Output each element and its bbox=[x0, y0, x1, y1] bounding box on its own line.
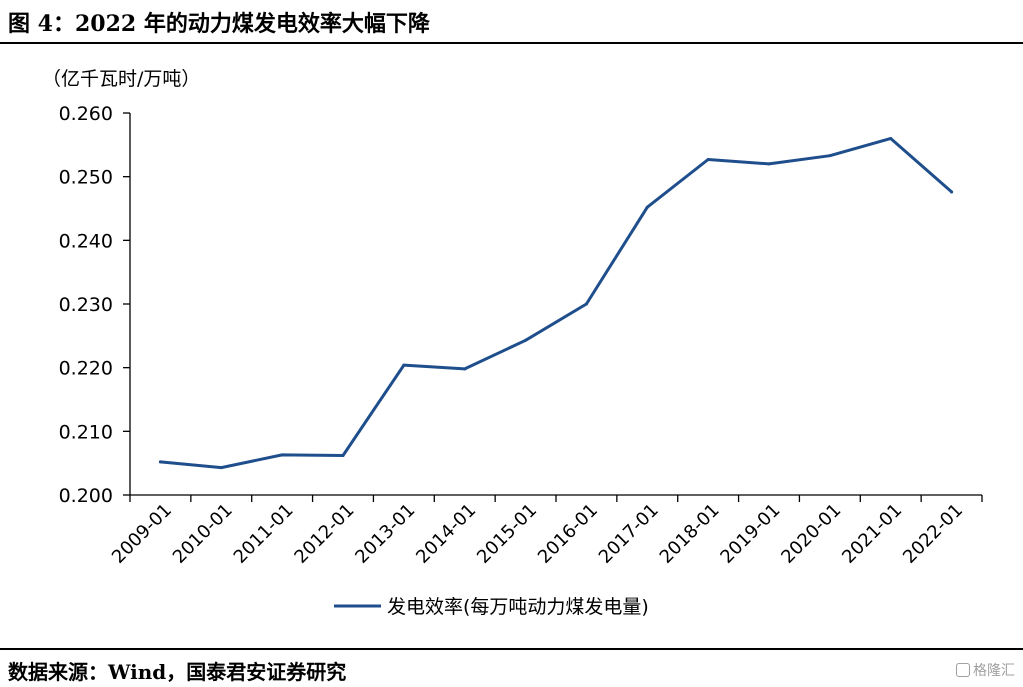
x-tick-label: 2012-01 bbox=[290, 500, 358, 568]
x-tick-label: 2017-01 bbox=[595, 500, 663, 568]
x-tick-label: 2021-01 bbox=[838, 500, 906, 568]
x-axis: 2009-012010-012011-012012-012013-012014-… bbox=[108, 494, 983, 568]
y-tick-label: 0.200 bbox=[59, 485, 113, 507]
x-tick-label: 2015-01 bbox=[473, 500, 541, 568]
series-line bbox=[158, 137, 954, 470]
data-point bbox=[584, 302, 588, 306]
x-tick-label: 2019-01 bbox=[716, 500, 784, 568]
x-tick-label: 2011-01 bbox=[230, 500, 298, 568]
data-point bbox=[889, 136, 893, 140]
footer-divider bbox=[0, 648, 1023, 650]
data-point bbox=[463, 367, 467, 371]
watermark: 格隆汇 bbox=[956, 660, 1015, 680]
data-point bbox=[950, 190, 954, 194]
x-tick-label: 2009-01 bbox=[108, 500, 176, 568]
y-axis: 0.200 0.210 0.220 0.230 0.240 0.250 0.260 bbox=[59, 103, 131, 507]
legend-label: 发电效率(每万吨动力煤发电量) bbox=[387, 596, 649, 618]
y-tick-label: 0.240 bbox=[59, 230, 113, 252]
x-tick-label: 2014-01 bbox=[412, 500, 480, 568]
data-point bbox=[706, 157, 710, 161]
y-tick-label: 0.250 bbox=[59, 167, 113, 189]
y-tick-label: 0.210 bbox=[59, 421, 113, 443]
y-tick-label: 0.220 bbox=[59, 358, 113, 380]
legend: 发电效率(每万吨动力煤发电量) bbox=[334, 596, 649, 618]
watermark-text: 格隆汇 bbox=[973, 663, 1015, 679]
x-tick-label: 2018-01 bbox=[656, 500, 724, 568]
data-point bbox=[158, 460, 162, 464]
y-axis-unit-label: （亿千瓦时/万吨） bbox=[42, 68, 201, 90]
figure-header: 图 4：2022 年的动力煤发电效率大幅下降 bbox=[0, 0, 1023, 44]
data-point bbox=[280, 453, 284, 457]
data-point bbox=[341, 454, 345, 458]
data-point bbox=[645, 205, 649, 209]
data-point bbox=[219, 466, 223, 470]
y-tick-label: 0.230 bbox=[59, 294, 113, 316]
x-tick-label: 2016-01 bbox=[534, 500, 602, 568]
x-tick-label: 2010-01 bbox=[169, 500, 237, 568]
figure-title: 图 4：2022 年的动力煤发电效率大幅下降 bbox=[8, 11, 430, 37]
x-tick-label: 2020-01 bbox=[777, 500, 845, 568]
data-point bbox=[828, 154, 832, 158]
x-tick-label: 2022-01 bbox=[899, 500, 967, 568]
x-tick-label: 2013-01 bbox=[351, 500, 419, 568]
y-tick-label: 0.260 bbox=[59, 103, 113, 125]
data-point bbox=[767, 162, 771, 166]
data-point bbox=[402, 363, 406, 367]
watermark-logo-icon bbox=[956, 663, 970, 677]
data-point bbox=[524, 338, 528, 342]
source-note: 数据来源：Wind，国泰君安证券研究 bbox=[8, 660, 347, 684]
series-layer bbox=[158, 136, 954, 470]
